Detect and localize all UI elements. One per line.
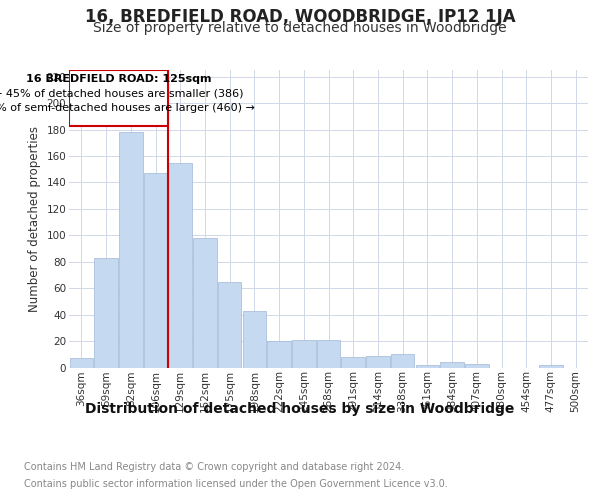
Bar [193,238,217,368]
Bar [292,340,316,367]
Bar [465,364,488,368]
Text: 16, BREDFIELD ROAD, WOODBRIDGE, IP12 1JA: 16, BREDFIELD ROAD, WOODBRIDGE, IP12 1JA [85,8,515,26]
Bar [317,340,340,367]
Text: Size of property relative to detached houses in Woodbridge: Size of property relative to detached ho… [93,21,507,35]
Bar [169,162,192,368]
Text: ← 45% of detached houses are smaller (386): ← 45% of detached houses are smaller (38… [0,88,244,99]
Bar [268,341,291,367]
Bar [416,365,439,368]
Text: 54% of semi-detached houses are larger (460) →: 54% of semi-detached houses are larger (… [0,103,255,113]
Bar [144,173,167,368]
Bar [440,362,464,368]
FancyBboxPatch shape [69,70,168,126]
Bar [218,282,241,368]
Bar [366,356,389,368]
Bar [70,358,93,368]
Bar [539,365,563,368]
Y-axis label: Number of detached properties: Number of detached properties [28,126,41,312]
Bar [391,354,415,368]
Text: Contains HM Land Registry data © Crown copyright and database right 2024.: Contains HM Land Registry data © Crown c… [24,462,404,472]
Text: Contains public sector information licensed under the Open Government Licence v3: Contains public sector information licen… [24,479,448,489]
Bar [341,357,365,368]
Bar [94,258,118,368]
Text: Distribution of detached houses by size in Woodbridge: Distribution of detached houses by size … [85,402,515,416]
Text: 16 BREDFIELD ROAD: 125sqm: 16 BREDFIELD ROAD: 125sqm [26,74,211,84]
Bar [242,310,266,368]
Bar [119,132,143,368]
